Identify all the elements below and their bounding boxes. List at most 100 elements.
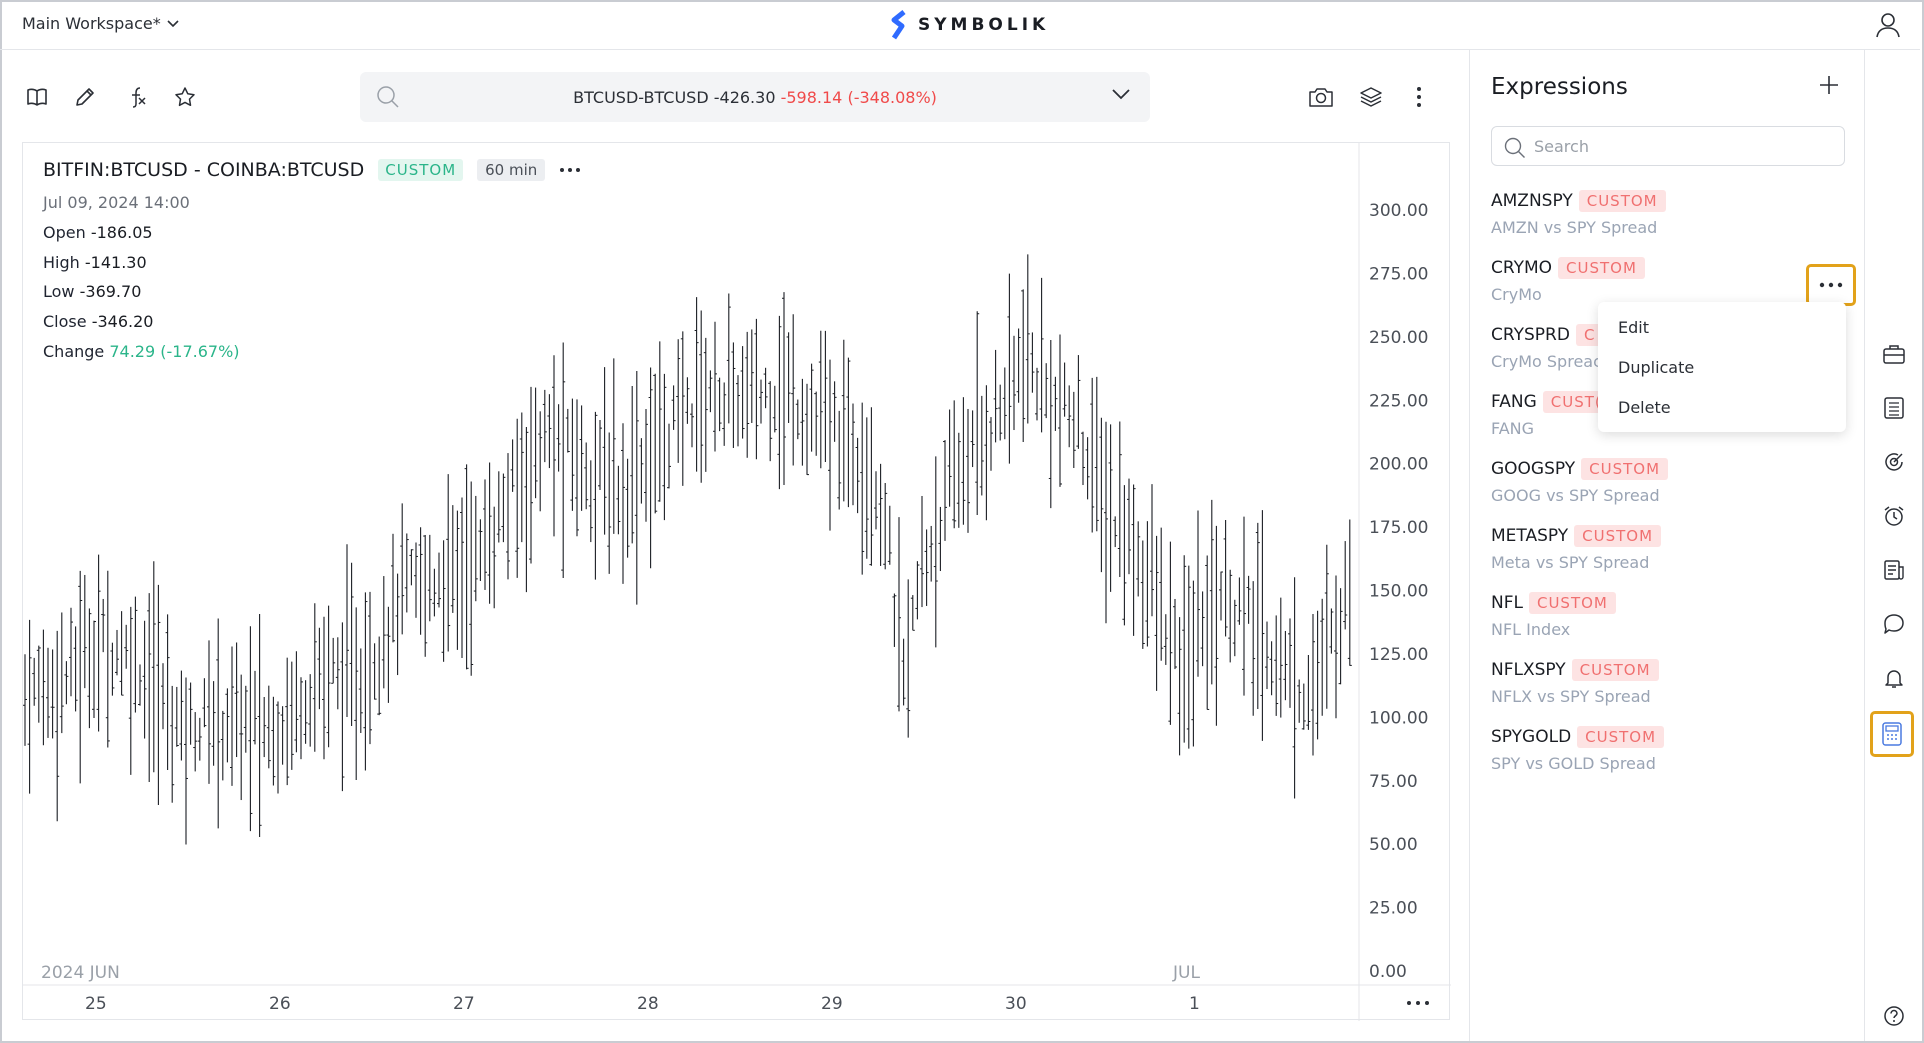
ohlc-bar <box>970 410 975 468</box>
ohlc-bar <box>110 642 115 696</box>
ohlc-bar <box>377 636 382 716</box>
ohlc-bar <box>740 346 745 439</box>
ohlc-bar <box>87 608 92 729</box>
camera-icon[interactable] <box>1306 82 1336 112</box>
ohlc-bar <box>1320 598 1325 716</box>
menu-duplicate[interactable]: Duplicate <box>1618 358 1695 377</box>
ohlc-bar <box>749 329 754 423</box>
ohlc-bar <box>851 403 855 506</box>
ohlc-bar <box>634 370 639 605</box>
expression-item-crysprd[interactable]: CRYSPRD C CryMo Spreac <box>1491 324 1851 386</box>
menu-delete[interactable]: Delete <box>1618 398 1671 417</box>
ohlc-bar <box>1025 254 1030 424</box>
chat-icon[interactable] <box>1876 606 1912 642</box>
ohlc-bar <box>312 603 317 752</box>
ohlc-bar <box>690 403 694 448</box>
chart-panel[interactable]: 300.00 275.00 250.00 225.00 200.00 175.00 150.… <box>22 142 1451 1021</box>
ohlc-bar <box>1182 555 1187 743</box>
more-horizontal-icon[interactable] <box>559 167 581 173</box>
ohlc-bar <box>943 440 947 541</box>
ohlc-bar <box>216 618 221 829</box>
ohlc-bar <box>542 389 547 463</box>
expressions-panel: Expressions Search AMZNSPY CUSTOM AMZN vs … <box>1469 50 1865 1041</box>
ohlc-bar <box>616 465 621 535</box>
expression-item-nfl[interactable]: NFL CUSTOM NFL Index <box>1491 592 1851 654</box>
price-chart[interactable]: 300.00275.00250.00225.00200.00175.00150.… <box>23 143 1451 1021</box>
ohlc-bar <box>745 331 750 458</box>
news-icon[interactable] <box>1876 552 1912 588</box>
book-icon[interactable] <box>22 82 52 112</box>
ohlc-bar <box>326 605 331 748</box>
table-icon[interactable] <box>1876 390 1912 426</box>
ohlc-bar <box>248 626 253 832</box>
user-icon[interactable] <box>1876 12 1900 42</box>
ohlc-bar <box>1145 521 1150 647</box>
ohlc-bar <box>975 311 980 515</box>
ohlc-bar <box>151 561 156 773</box>
y-tick-label: 100.00 <box>1369 708 1428 728</box>
y-tick-label: 150.00 <box>1369 582 1428 602</box>
help-icon[interactable] <box>1876 998 1912 1034</box>
expression-item-googspy[interactable]: GOOGSPY CUSTOM GOOG vs SPY Spread <box>1491 458 1851 520</box>
ohlc-bar <box>105 570 110 748</box>
ohlc-bar <box>409 549 414 586</box>
bell-icon[interactable] <box>1876 660 1912 696</box>
more-vertical-icon[interactable] <box>1404 82 1434 112</box>
ohlc-bar <box>239 674 244 801</box>
ohlc-bar <box>322 616 326 760</box>
add-expression-button[interactable] <box>1818 74 1840 100</box>
pencil-icon[interactable] <box>70 82 100 112</box>
interval-badge[interactable]: 60 min <box>477 159 546 181</box>
expression-search-input[interactable]: Search <box>1491 126 1845 166</box>
chevron-down-icon[interactable] <box>1112 88 1130 100</box>
ohlc-bar <box>96 554 101 732</box>
workspace-selector[interactable]: Main Workspace* <box>22 14 179 33</box>
ohlc-bar <box>142 620 147 739</box>
alarm-clock-icon[interactable] <box>1876 498 1912 534</box>
ohlc-bar <box>519 412 524 543</box>
custom-badge: CUSTOM <box>1558 257 1645 279</box>
ohlc-bar <box>1012 335 1016 431</box>
layers-icon[interactable] <box>1356 82 1386 112</box>
plus-icon <box>1820 76 1838 94</box>
ohlc-bar <box>78 570 83 784</box>
ohlc-bar <box>726 293 731 424</box>
x-tick-label: 28 <box>637 994 659 1014</box>
expression-item-metaspy[interactable]: METASPY CUSTOM Meta vs SPY Spread <box>1491 525 1851 587</box>
ohlc-bar <box>257 614 262 838</box>
briefcase-icon[interactable] <box>1876 336 1912 372</box>
expression-more-button[interactable] <box>1806 264 1856 306</box>
target-icon[interactable] <box>1876 444 1912 480</box>
expression-item-amznspy[interactable]: AMZNSPY CUSTOM AMZN vs SPY Spread <box>1491 190 1851 252</box>
menu-edit[interactable]: Edit <box>1618 318 1649 337</box>
expression-name: NFL <box>1491 593 1523 613</box>
x-tick-label: 30 <box>1005 994 1027 1014</box>
function-icon[interactable] <box>122 82 152 112</box>
ohlc-bar <box>552 355 556 537</box>
star-icon[interactable] <box>170 82 200 112</box>
ohlc-bar <box>423 534 428 657</box>
expression-item-crymo[interactable]: CRYMO CUSTOM CryMo <box>1491 257 1851 319</box>
ohlc-bar <box>184 677 188 845</box>
expression-item-fang[interactable]: FANG CUST(FANG <box>1491 391 1851 453</box>
calculator-icon[interactable] <box>1870 711 1914 757</box>
expression-item-spygold[interactable]: SPYGOLD CUSTOM SPY vs GOLD Spread <box>1491 726 1851 788</box>
ohlc-bar <box>1205 555 1210 710</box>
ohlc-bar <box>1329 608 1334 654</box>
more-horizontal-icon <box>1819 282 1843 288</box>
x-tick-label: 1 <box>1189 994 1200 1014</box>
ohlc-bar <box>579 405 584 511</box>
ohlc-bar <box>952 400 957 529</box>
ohlc-bar <box>598 419 602 490</box>
symbol-search-bar[interactable]: BTCUSD-BTCUSD -426.30 -598.14 (-348.08%) <box>360 72 1150 122</box>
ohlc-bar <box>1228 569 1233 663</box>
ohlc-bar <box>883 483 888 570</box>
ohlc-bar <box>1154 535 1159 691</box>
expression-name: CRYMO <box>1491 258 1553 278</box>
ohlc-bar <box>469 481 474 676</box>
ohlc-bar <box>124 624 129 669</box>
ohlc-bar <box>372 643 377 700</box>
ohlc-bar <box>1044 363 1049 419</box>
ohlc-bar <box>630 386 635 544</box>
expression-item-nflxspy[interactable]: NFLXSPY CUSTOM NFLX vs SPY Spread <box>1491 659 1851 721</box>
